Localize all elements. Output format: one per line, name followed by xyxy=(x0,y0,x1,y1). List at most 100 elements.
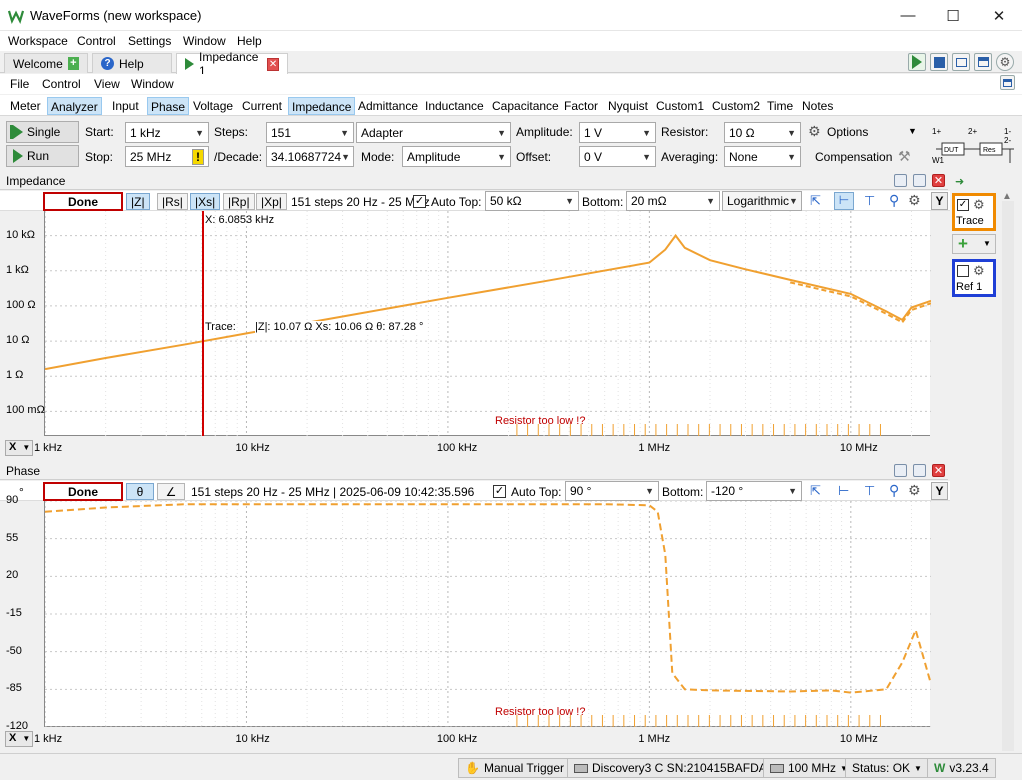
toggle-xp[interactable]: |Xp| xyxy=(256,193,287,210)
scale-select[interactable]: Logarithmic ▼ xyxy=(722,191,802,211)
expand-arrow-icon[interactable]: ➜ xyxy=(955,176,965,188)
phase-y-axis-button[interactable]: Y xyxy=(931,482,948,500)
tab-custom1[interactable]: Custom1 xyxy=(656,99,705,113)
x-axis-button[interactable]: X ▼ xyxy=(5,440,33,456)
run-all-icon[interactable] xyxy=(908,53,926,71)
dock-icon[interactable] xyxy=(1000,75,1015,90)
ref-settings-gear-icon[interactable]: ⚙ xyxy=(973,263,985,278)
phase-vertical-cursor-icon[interactable]: ⊤ xyxy=(864,483,876,498)
menu-window[interactable]: Window xyxy=(183,34,226,48)
close-panel-icon[interactable]: ✕ xyxy=(932,174,945,187)
vertical-cursor-icon[interactable]: ⊤ xyxy=(864,193,876,208)
tab-factor[interactable]: Factor xyxy=(564,99,599,113)
stop-all-icon[interactable] xyxy=(930,53,948,71)
phase-autotop-checkbox[interactable]: ✓ xyxy=(493,485,506,498)
add-trace-button[interactable]: + ▼ xyxy=(952,234,996,254)
run-button[interactable]: Run xyxy=(6,145,79,167)
menu-control[interactable]: Control xyxy=(77,34,116,48)
menu-settings[interactable]: Settings xyxy=(128,34,172,48)
status-indicator[interactable]: Status: OK ▼ xyxy=(845,758,929,778)
phase-plot-options-gear-icon[interactable]: ⚙ xyxy=(908,482,921,498)
amplitude-select[interactable]: 1 V ▼ xyxy=(579,122,656,143)
phase-bottom-select[interactable]: -120 ° ▼ xyxy=(706,481,802,501)
tab-inductance[interactable]: Inductance xyxy=(425,99,484,113)
impedance-top-select[interactable]: 50 kΩ ▼ xyxy=(485,191,579,211)
clock-select[interactable]: 100 MHz ▼ xyxy=(763,758,855,778)
tab-nyquist[interactable]: Nyquist xyxy=(608,99,649,113)
single-button[interactable]: Single xyxy=(6,121,79,143)
y-axis-button[interactable]: Y xyxy=(931,192,948,210)
maximize-button[interactable]: ☐ xyxy=(946,7,960,25)
plot-options-gear-icon[interactable]: ⚙ xyxy=(908,192,921,208)
toggle-theta[interactable]: θ xyxy=(126,483,154,500)
start-select[interactable]: 1 kHz ▼ xyxy=(125,122,209,143)
tab-capacitance[interactable]: Capacitance xyxy=(492,99,559,113)
autotop-checkbox[interactable]: ✓ xyxy=(413,195,426,208)
zoom-icon[interactable]: ⚲ xyxy=(889,192,900,208)
options-gear-icon[interactable]: ⚙ xyxy=(808,123,821,139)
cursor-tool-icon[interactable]: ⇱ xyxy=(810,193,821,208)
toggle-rs[interactable]: |Rs| xyxy=(157,193,188,210)
phase-cursor-tool-icon[interactable]: ⇱ xyxy=(810,483,821,498)
averaging-select[interactable]: None ▼ xyxy=(724,146,801,167)
device-info[interactable]: Discovery3 C SN:210415BAFDA7 xyxy=(567,758,781,778)
menu-view[interactable]: View xyxy=(94,77,120,91)
impedance-plot[interactable]: X: 6.0853 kHz Trace: |Z|: 10.07 Ω Xs: 10… xyxy=(44,211,931,436)
adapter-select[interactable]: Adapter ▼ xyxy=(356,122,511,143)
compensation-tool-icon[interactable]: ⚒ xyxy=(898,148,911,164)
tab-time[interactable]: Time xyxy=(767,99,794,113)
options-dropdown-icon[interactable]: ▼ xyxy=(908,126,917,136)
toggle-rp[interactable]: |Rp| xyxy=(223,193,255,210)
tab-phase[interactable]: Phase xyxy=(147,97,190,115)
tab-current[interactable]: Current xyxy=(242,99,283,113)
tile-windows-icon[interactable] xyxy=(974,53,992,71)
trace-settings-gear-icon[interactable]: ⚙ xyxy=(973,197,985,212)
tab-input[interactable]: Input xyxy=(112,99,139,113)
close-tab-icon[interactable]: ✕ xyxy=(267,57,279,71)
options-label[interactable]: Options xyxy=(827,125,869,139)
toggle-angle[interactable]: ∠ xyxy=(157,483,185,500)
tab-notes[interactable]: Notes xyxy=(802,99,834,113)
tab-welcome[interactable]: Welcome + xyxy=(4,53,88,73)
maximize-panel-icon[interactable] xyxy=(913,174,926,187)
menu-workspace[interactable]: Workspace xyxy=(8,34,68,48)
phase-top-select[interactable]: 90 ° ▼ xyxy=(565,481,659,501)
restore-phase-panel-icon[interactable] xyxy=(894,464,907,477)
ref-card[interactable]: ⚙ Ref 1 xyxy=(952,259,996,297)
cascade-windows-icon[interactable] xyxy=(952,53,970,71)
tab-custom2[interactable]: Custom2 xyxy=(712,99,761,113)
tab-impedance-1[interactable]: Impedance 1 ✕ xyxy=(176,50,288,78)
stop-select[interactable]: 25 MHz! xyxy=(125,146,209,167)
ref-visible-checkbox[interactable] xyxy=(957,265,969,277)
toggle-xs[interactable]: |Xs| xyxy=(190,193,221,210)
tab-analyzer[interactable]: Analyzer xyxy=(47,97,102,115)
decade-select[interactable]: 34.10687724 ▼ xyxy=(266,146,354,167)
phase-horizontal-cursor-icon[interactable]: ⊢ xyxy=(838,483,850,498)
phase-zoom-icon[interactable]: ⚲ xyxy=(889,482,900,498)
sidebar-scrollbar[interactable] xyxy=(1002,201,1014,751)
settings-gear-icon[interactable]: ⚙ xyxy=(996,53,1014,71)
offset-select[interactable]: 0 V ▼ xyxy=(579,146,656,167)
impedance-bottom-select[interactable]: 20 mΩ ▼ xyxy=(626,191,720,211)
toggle-z[interactable]: |Z| xyxy=(126,193,150,210)
menu-file[interactable]: File xyxy=(10,77,30,91)
menu-instrument-window[interactable]: Window xyxy=(131,77,174,91)
phase-x-axis-button[interactable]: X ▼ xyxy=(5,731,33,747)
menu-help[interactable]: Help xyxy=(237,34,262,48)
restore-panel-icon[interactable] xyxy=(894,174,907,187)
tab-help[interactable]: ? Help xyxy=(92,53,172,73)
trace-card[interactable]: ✓ ⚙ Trace xyxy=(952,193,996,231)
close-phase-panel-icon[interactable]: ✕ xyxy=(932,464,945,477)
steps-select[interactable]: 151 ▼ xyxy=(266,122,354,143)
horizontal-cursor-icon[interactable]: ⊢ xyxy=(834,192,854,210)
phase-plot[interactable]: Resistor too low !? xyxy=(44,501,931,727)
close-button[interactable]: ✕ xyxy=(992,7,1006,25)
compensation-label[interactable]: Compensation xyxy=(815,150,893,164)
resistor-select[interactable]: 10 Ω ▼ xyxy=(724,122,801,143)
trace-visible-checkbox[interactable]: ✓ xyxy=(957,199,969,211)
minimize-button[interactable]: — xyxy=(900,7,916,24)
mode-select[interactable]: Amplitude ▼ xyxy=(402,146,511,167)
tab-meter[interactable]: Meter xyxy=(10,99,41,113)
scroll-up-icon[interactable]: ▲ xyxy=(1002,191,1012,202)
